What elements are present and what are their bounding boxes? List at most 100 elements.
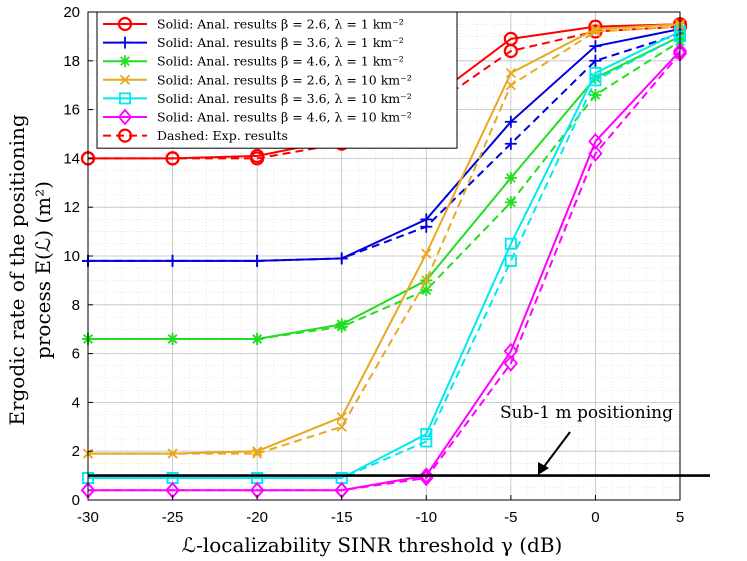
data-point bbox=[250, 151, 265, 166]
series-solid-line bbox=[88, 28, 681, 262]
data-point bbox=[167, 448, 178, 459]
data-point bbox=[590, 23, 601, 35]
data-point bbox=[420, 220, 433, 233]
legend-entry-dashed: Dashed: Exp. results bbox=[103, 128, 288, 143]
marker-stroke bbox=[421, 275, 432, 286]
marker-stroke bbox=[421, 248, 432, 259]
data-point bbox=[117, 16, 133, 32]
series-solid-line bbox=[88, 50, 681, 492]
data-point bbox=[589, 67, 602, 80]
data-point bbox=[117, 128, 133, 143]
y-tick-label: 0 bbox=[72, 492, 80, 509]
data-point bbox=[504, 237, 517, 250]
legend-label: Solid: Anal. results β = 3.6, λ = 10 km⁻… bbox=[157, 91, 412, 106]
data-point bbox=[251, 254, 264, 267]
marker-stroke bbox=[336, 421, 347, 432]
data-point bbox=[119, 74, 131, 85]
marker-stroke bbox=[252, 446, 263, 457]
series-solid-line bbox=[88, 35, 681, 340]
data-point bbox=[420, 284, 433, 297]
data-point bbox=[420, 428, 433, 441]
legend-label: Solid: Anal. results β = 4.6, λ = 1 km⁻² bbox=[157, 54, 404, 69]
legend-label: Solid: Anal. results β = 2.6, λ = 10 km⁻… bbox=[157, 72, 412, 87]
x-axis-label: ℒ-localizability SINR threshold γ (dB) bbox=[182, 533, 563, 557]
marker-stroke bbox=[167, 334, 178, 344]
marker-stroke bbox=[505, 67, 516, 79]
data-point bbox=[336, 411, 347, 423]
marker-stroke bbox=[505, 80, 516, 91]
y-axis-label-line1: Ergodic rate of the positioning bbox=[5, 114, 29, 426]
y-tick-label: 6 bbox=[72, 346, 80, 363]
data-point bbox=[421, 275, 432, 286]
sub-1m-annotation: Sub-1 m positioning bbox=[500, 403, 673, 423]
marker-stroke bbox=[252, 334, 262, 344]
y-axis-label-line2: process E(ℒ) (m²) bbox=[31, 181, 55, 359]
data-point bbox=[589, 74, 602, 87]
annotation-arrow bbox=[542, 431, 571, 469]
data-point bbox=[336, 421, 347, 432]
legend-entry: Solid: Anal. results β = 4.6, λ = 1 km⁻² bbox=[103, 54, 404, 69]
data-point bbox=[590, 26, 601, 37]
x-tick-label: -5 bbox=[504, 509, 517, 526]
legend-entry: Solid: Anal. results β = 4.6, λ = 10 km⁻… bbox=[103, 108, 412, 126]
marker-stroke bbox=[590, 23, 601, 35]
y-tick-label: 14 bbox=[63, 150, 80, 167]
marker-stroke bbox=[252, 448, 263, 459]
data-point bbox=[421, 248, 432, 259]
annotation-arrowhead bbox=[538, 462, 549, 475]
y-tick-label: 2 bbox=[72, 443, 80, 460]
legend-entry: Solid: Anal. results β = 2.6, λ = 10 km⁻… bbox=[103, 72, 412, 87]
data-point bbox=[420, 435, 433, 448]
legend-label: Solid: Anal. results β = 3.6, λ = 1 km⁻² bbox=[157, 35, 404, 50]
data-point bbox=[252, 448, 263, 459]
data-point bbox=[504, 115, 517, 128]
data-point bbox=[166, 254, 179, 267]
data-point bbox=[335, 320, 348, 333]
legend-box bbox=[96, 11, 458, 149]
data-point bbox=[588, 145, 603, 162]
data-point bbox=[252, 446, 263, 457]
data-point bbox=[505, 80, 516, 91]
legend-label: Solid: Anal. results β = 4.6, λ = 10 km⁻… bbox=[157, 110, 412, 125]
legend-entry: Solid: Anal. results β = 3.6, λ = 1 km⁻² bbox=[103, 35, 404, 50]
marker-stroke bbox=[506, 173, 516, 183]
data-point bbox=[505, 67, 516, 79]
marker-stroke bbox=[167, 448, 178, 459]
data-point bbox=[588, 132, 603, 150]
data-point bbox=[165, 151, 180, 166]
marker-stroke bbox=[421, 285, 432, 295]
data-point bbox=[166, 332, 179, 345]
x-tick-label: -30 bbox=[77, 509, 99, 526]
marker-stroke bbox=[590, 90, 601, 100]
data-point bbox=[504, 137, 517, 150]
y-tick-label: 12 bbox=[63, 199, 80, 216]
data-point bbox=[335, 252, 348, 265]
x-tick-label: -25 bbox=[162, 509, 184, 526]
x-tick-label: 5 bbox=[676, 509, 684, 526]
data-point bbox=[503, 354, 519, 372]
x-tick-label: 0 bbox=[591, 509, 599, 526]
y-tick-label: 20 bbox=[63, 4, 80, 21]
legend-entry: Solid: Anal. results β = 3.6, λ = 10 km⁻… bbox=[103, 91, 412, 106]
series-4 bbox=[82, 19, 686, 459]
data-point bbox=[117, 108, 133, 126]
data-point bbox=[504, 171, 517, 184]
marker-stroke bbox=[336, 411, 347, 423]
y-tick-label: 10 bbox=[63, 248, 80, 265]
data-point bbox=[119, 55, 131, 68]
data-point bbox=[119, 36, 131, 49]
series-solid-line bbox=[88, 30, 681, 480]
y-tick-label: 18 bbox=[63, 53, 80, 70]
data-point bbox=[419, 467, 434, 484]
legend-entry: Solid: Anal. results β = 2.6, λ = 1 km⁻² bbox=[103, 17, 404, 32]
y-tick-label: 16 bbox=[63, 102, 80, 119]
annotation-layer: Sub-1 m positioning bbox=[500, 403, 673, 475]
series-solid-line bbox=[88, 23, 681, 455]
x-tick-label: -10 bbox=[415, 509, 437, 526]
x-tick-label: -20 bbox=[246, 509, 268, 526]
data-point bbox=[589, 40, 602, 53]
legend-label: Solid: Anal. results β = 2.6, λ = 1 km⁻² bbox=[157, 17, 404, 32]
marker-stroke bbox=[119, 74, 131, 85]
data-point bbox=[589, 54, 602, 67]
legend-label: Dashed: Exp. results bbox=[157, 128, 288, 143]
